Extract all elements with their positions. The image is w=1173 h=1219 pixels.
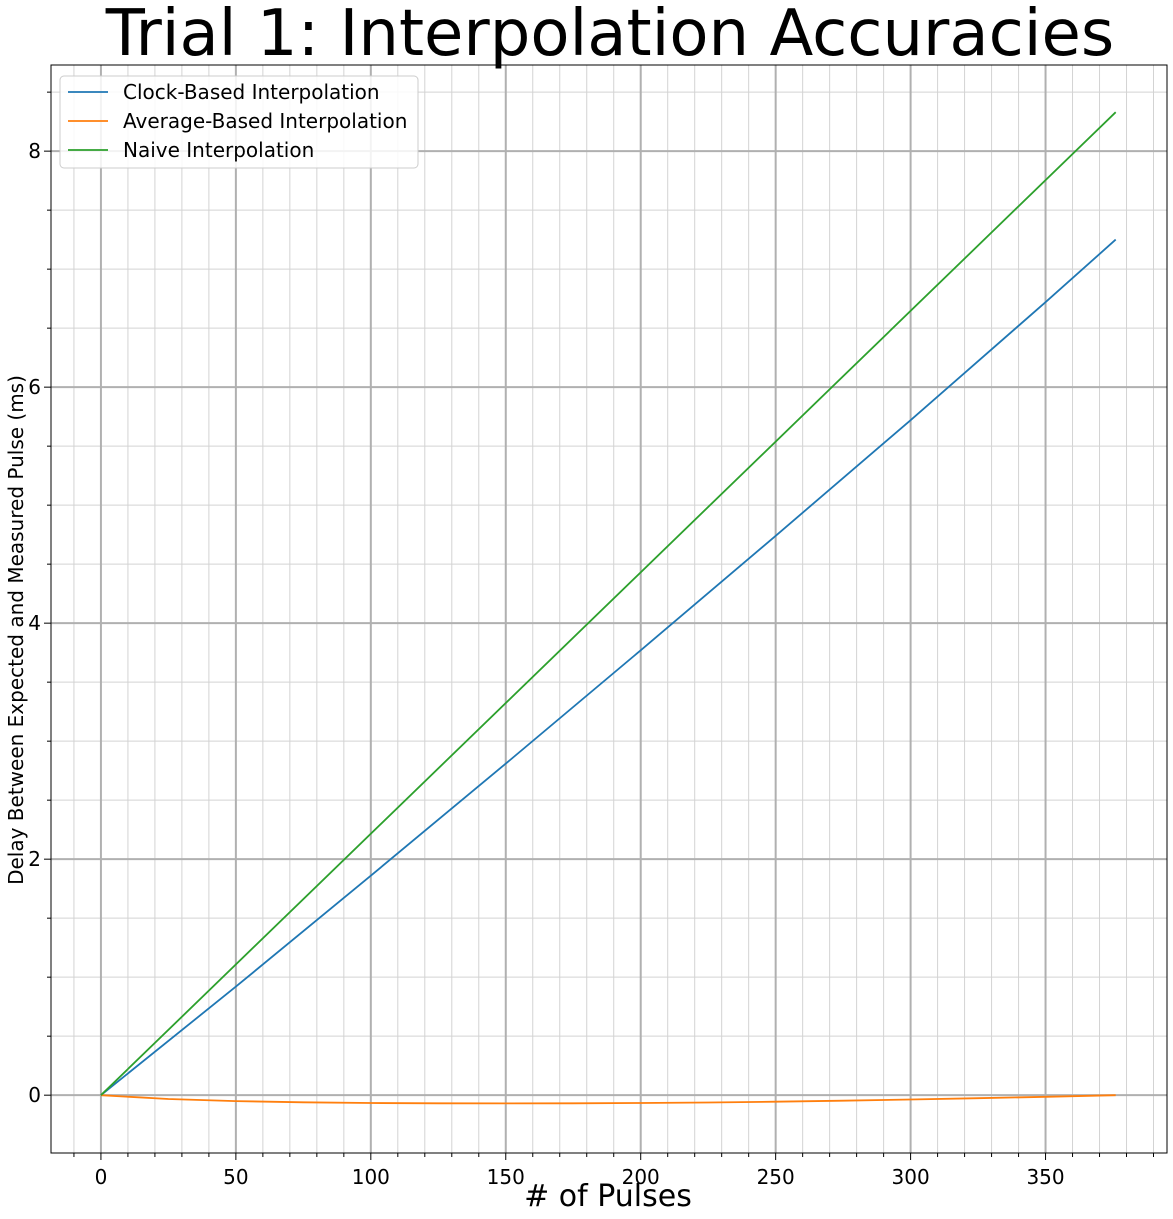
major-gridlines [51,65,1167,1153]
series-line-3 [100,111,1117,1096]
plot-frame [50,64,1168,1154]
series-line-2 [100,1094,1116,1105]
x-tick-label: 300 [892,1165,930,1189]
x-tick-label: 100 [352,1165,390,1189]
x-tick-label: 250 [757,1165,795,1189]
series-layer [100,111,1117,1105]
legend-label: Average-Based Interpolation [123,109,407,133]
y-axis-label: Delay Between Expected and Measured Puls… [4,375,28,885]
x-tick-label: 50 [223,1165,248,1189]
x-tick-label: 350 [1026,1165,1064,1189]
y-tick-label: 8 [28,139,41,163]
y-tick-label: 4 [28,611,41,635]
x-tick-label: 0 [95,1165,108,1189]
y-axis-ticks: 0 2 4 6 8 [28,91,51,1107]
x-axis-ticks: 0 50 100 150 200 250 300 350 [73,1153,1155,1189]
y-tick-label: 0 [28,1083,41,1107]
x-tick-label: 200 [622,1165,660,1189]
series-line-1 [100,238,1117,1096]
minor-gridlines [51,65,1167,1153]
x-axis-label: # of Pulses [524,1179,692,1214]
legend-box [59,75,419,169]
y-tick-label: 6 [28,375,41,399]
legend-label: Clock-Based Interpolation [123,80,380,104]
chart-title: Trial 1: Interpolation Accuracies [105,0,1115,71]
x-tick-label: 150 [487,1165,525,1189]
y-tick-label: 2 [28,847,41,871]
legend-label: Naive Interpolation [123,138,314,162]
legend: Clock-Based Interpolation Average-Based I… [59,75,419,169]
